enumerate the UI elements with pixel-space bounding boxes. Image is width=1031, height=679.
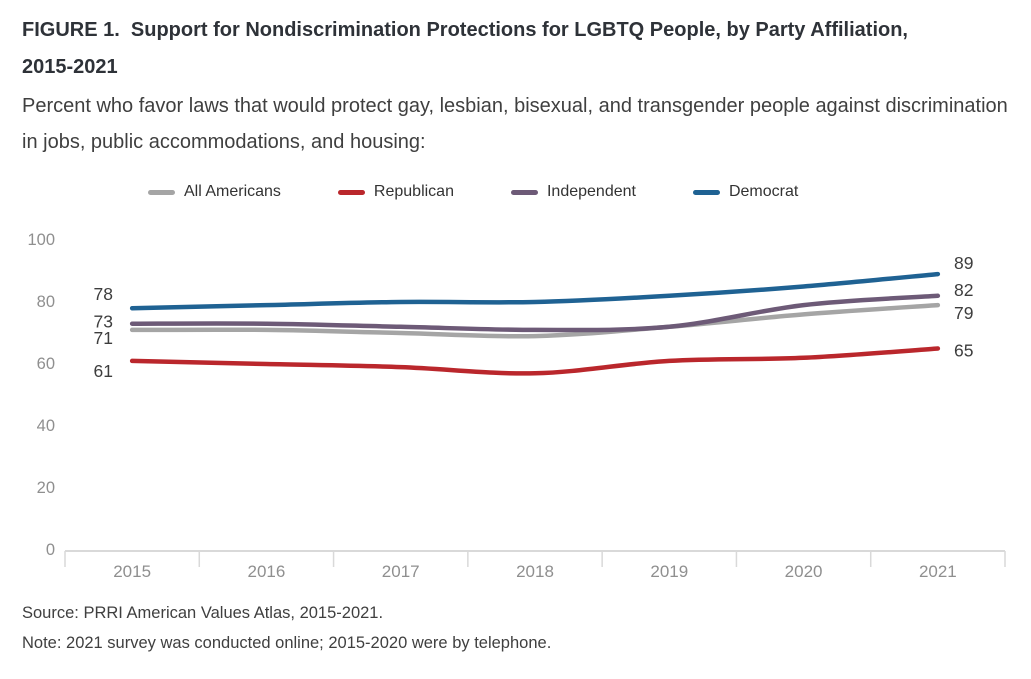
- note-text: Note: 2021 survey was conducted online; …: [22, 634, 552, 652]
- y-axis-label: 40: [37, 417, 55, 435]
- legend-label-republican: Republican: [373, 183, 454, 200]
- value-label-left-independent: 73: [94, 312, 113, 332]
- legend-marker-independent: [510, 189, 538, 195]
- y-axis-label: 20: [37, 479, 55, 497]
- legend-label-democrat: Democrat: [728, 183, 799, 200]
- series-line-all-americans: [129, 302, 941, 339]
- x-axis-label: 2021: [919, 562, 957, 581]
- value-label-right-all-americans: 79: [954, 303, 973, 323]
- value-label-right-republican: 65: [954, 341, 973, 361]
- x-axis-label: 2015: [113, 562, 151, 581]
- x-axis-label: 2020: [785, 562, 823, 581]
- source-text: Source: PRRI American Values Atlas, 2015…: [22, 604, 384, 622]
- figure-subtitle: Percent who favor laws that would protec…: [22, 95, 1008, 153]
- value-label-right-democrat: 89: [954, 253, 973, 273]
- figure-title: FIGURE 1. Support for Nondiscrimination …: [22, 19, 914, 78]
- x-axis-label: 2018: [516, 562, 554, 581]
- legend-marker-all-americans: [148, 189, 175, 195]
- legend-marker-democrat: [692, 189, 720, 195]
- legend-label-all-americans: All Americans: [184, 183, 281, 200]
- y-axis-label: 80: [37, 293, 55, 311]
- legend-item-independent: Independent: [510, 183, 636, 201]
- value-label-left-republican: 61: [94, 361, 113, 381]
- x-axis-label: 2017: [382, 562, 420, 581]
- y-axis-label: 100: [27, 231, 55, 249]
- value-label-right-independent: 82: [954, 280, 973, 300]
- legend-marker-republican: [337, 189, 365, 195]
- legend-item-republican: Republican: [337, 183, 454, 201]
- x-axis-label: 2016: [248, 562, 286, 581]
- y-axis-label: 0: [46, 541, 55, 559]
- series-line-republican: [129, 346, 941, 376]
- y-axis-label: 60: [37, 355, 55, 373]
- series-line-independent: [129, 293, 941, 333]
- value-label-left-all-americans: 71: [94, 328, 113, 348]
- value-label-left-democrat: 78: [94, 284, 113, 304]
- legend-label-independent: Independent: [546, 183, 636, 200]
- legend-item-democrat: Democrat: [692, 183, 799, 201]
- series-line-democrat: [129, 271, 941, 311]
- legend: All Americans Republican Independent Democr…: [148, 181, 798, 203]
- x-axis-label: 2019: [650, 562, 688, 581]
- legend-item-all-americans: All Americans: [148, 183, 281, 201]
